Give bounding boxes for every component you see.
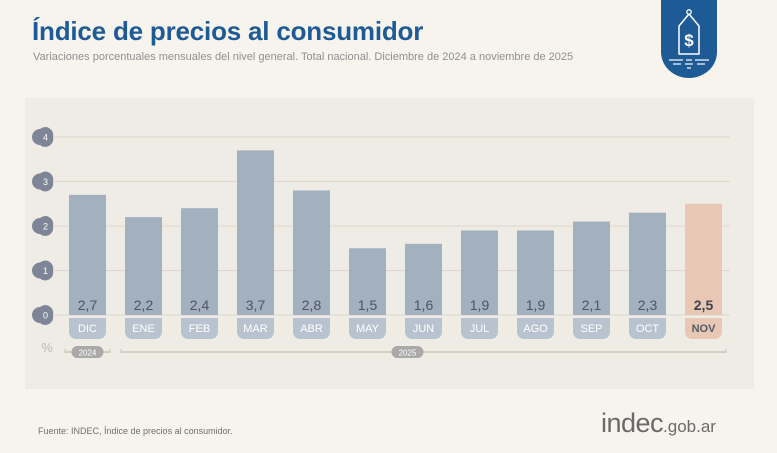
category-label: ENE — [132, 323, 155, 335]
year-label: 2024 — [79, 349, 97, 358]
value-label: 3,7 — [246, 297, 266, 313]
category-label: MAR — [243, 323, 268, 335]
category-label: DIC — [78, 323, 97, 335]
category-label: FEB — [189, 323, 210, 335]
brand-main: indec — [601, 408, 663, 438]
value-label: 2,2 — [134, 297, 154, 313]
y-tick-label: 2 — [43, 222, 48, 232]
value-label: 2,4 — [190, 297, 210, 313]
value-label: 2,7 — [78, 297, 98, 313]
y-tick-label: 3 — [43, 177, 48, 187]
category-label: AGO — [523, 323, 548, 335]
year-label: 2025 — [399, 349, 417, 358]
category-label: MAY — [356, 323, 380, 335]
indec-brand-logo: indec.gob.ar — [601, 408, 716, 439]
value-label: 1,9 — [470, 297, 490, 313]
value-label: 1,5 — [358, 297, 378, 313]
value-label: 2,8 — [302, 297, 322, 313]
value-label: 2,3 — [638, 297, 658, 313]
value-label: 1,9 — [526, 297, 546, 313]
brand-suffix: .gob.ar — [663, 417, 716, 436]
y-tick-label: 4 — [43, 133, 48, 143]
category-label: JUN — [413, 323, 434, 335]
bar — [237, 150, 274, 315]
source-note: Fuente: INDEC, Índice de precios al cons… — [38, 426, 233, 436]
y-tick-label: 1 — [43, 266, 48, 276]
value-label: 2,1 — [582, 297, 602, 313]
category-label: OCT — [636, 323, 660, 335]
y-tick-label: 0 — [43, 311, 48, 321]
category-label: ABR — [300, 323, 323, 335]
category-label: SEP — [580, 323, 602, 335]
category-label: NOV — [692, 323, 717, 335]
value-label: 2,5 — [694, 297, 714, 313]
y-axis-unit-label: % — [41, 340, 53, 355]
value-label: 1,6 — [414, 297, 434, 313]
category-label: JUL — [470, 323, 490, 335]
